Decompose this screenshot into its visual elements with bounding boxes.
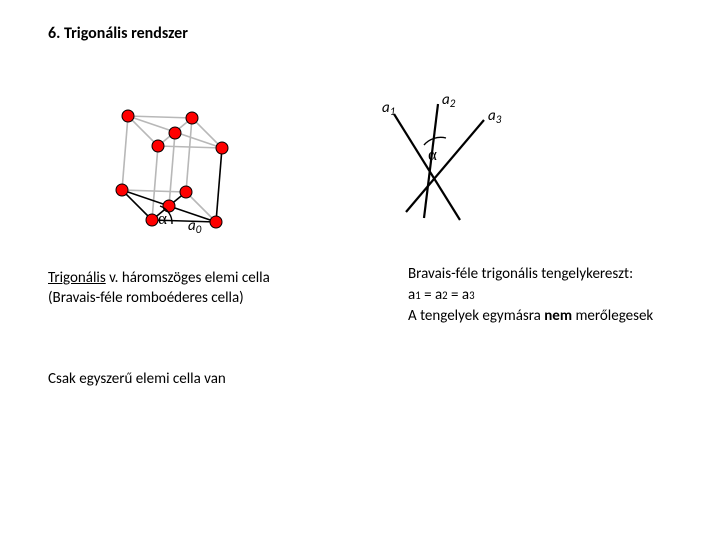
cell-caption: Trigonális v. háromszöges elemi cella (B… <box>48 268 270 309</box>
axis-eq: a1 = a2 = a3 <box>408 286 475 304</box>
axis-desc-line3: A tengelyek egymásra nem merőlegesek <box>408 307 653 325</box>
page-title: 6. Trigonális rendszer <box>48 24 188 43</box>
svg-text:a3: a3 <box>488 107 502 126</box>
svg-text:a2: a2 <box>442 91 456 110</box>
page: 6. Trigonális rendszer α a0 Trigonális v… <box>0 0 720 540</box>
cell-caption-prefix: Trigonális <box>48 269 106 287</box>
svg-text:α: α <box>158 209 167 228</box>
axis-description: Bravais-féle trigonális tengelykereszt: … <box>408 264 653 327</box>
cell-caption-rest: v. háromszöges elemi cella <box>106 269 270 287</box>
axis-desc-line1: Bravais-féle trigonális tengelykereszt: <box>408 265 633 283</box>
svg-text:a1: a1 <box>382 99 395 118</box>
footer-note: Csak egyszerű elemi cella van <box>48 370 226 388</box>
axis-cross: α a1 a2 a3 <box>380 90 520 240</box>
cell-caption-line2: (Bravais-féle romboéderes cella) <box>48 289 244 307</box>
svg-text:a0: a0 <box>188 217 202 236</box>
svg-text:α: α <box>428 145 437 164</box>
lattice-diagram: α a0 <box>70 100 270 270</box>
